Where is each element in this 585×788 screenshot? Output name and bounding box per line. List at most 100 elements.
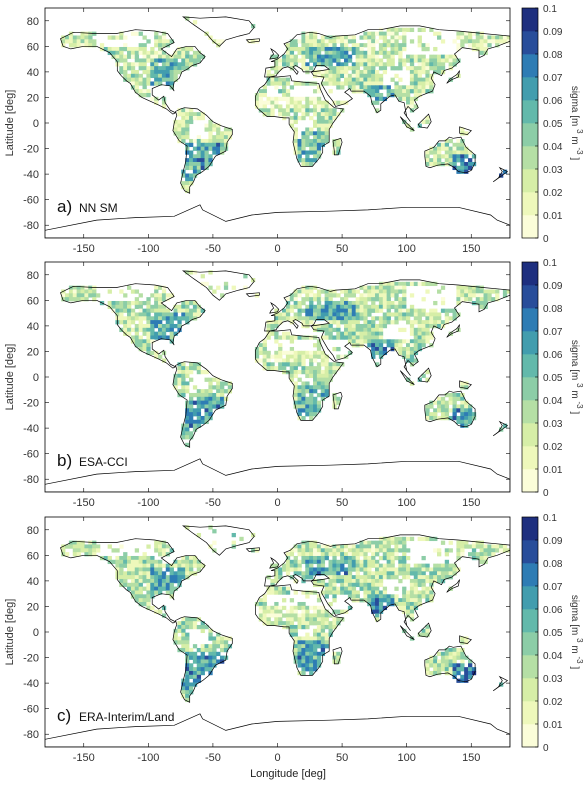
sigma-cell [111,35,116,40]
sigma-cell [367,46,372,52]
sigma-cell [266,81,271,86]
sigma-cell [293,112,298,117]
sigma-cell [316,289,322,294]
sigma-cell [278,81,283,86]
sigma-cell [452,142,457,148]
sigma-cell [158,316,163,321]
sigma-cell [316,613,322,618]
sigma-cell [208,544,213,549]
map-background [45,262,510,492]
sigma-cell [189,173,194,178]
sigma-cell [154,43,159,48]
sigma-cell [293,304,298,310]
sigma-cell [375,304,380,310]
sigma-cell [134,289,140,294]
sigma-cell [347,559,353,565]
sigma-cell [332,586,337,591]
sigma-cell [444,400,450,405]
sigma-cell [332,100,337,105]
colorbar-title-mid: m [569,643,580,657]
sigma-cell [417,312,422,317]
sigma-cell [173,636,178,641]
sigma-cell [409,320,415,325]
sigma-cell [72,43,78,48]
sigma-cell [429,582,434,588]
sigma-cell [301,112,306,117]
sigma-cell [146,81,151,86]
sigma-cell [313,404,318,409]
sigma-cell [266,73,271,79]
sigma-cell [421,343,426,348]
sigma-cell [158,58,163,63]
sigma-cell [417,320,422,325]
colorbar-tick-label: 0.1 [543,513,557,524]
sigma-cell [316,293,322,298]
sigma-cell [189,369,194,375]
sigma-cell [278,58,283,63]
sigma-cell [367,77,372,82]
sigma-cell [316,655,322,660]
colorbar-title-sup1: 3 [575,129,584,134]
sigma-cell [154,578,159,584]
coastline [459,126,472,135]
sigma-cell [173,62,178,67]
sigma-cell [138,308,143,313]
sigma-cell [375,609,380,614]
sigma-cell [483,552,488,557]
sigma-cell [406,536,411,542]
sigma-cell [425,158,430,163]
sigma-cell [324,385,329,390]
sigma-cell [398,92,403,98]
sigma-cell [464,154,469,159]
sigma-cell [417,35,422,40]
sigma-cell [398,601,403,607]
sigma-cell [347,605,353,611]
sigma-cell [293,131,298,136]
sigma-cell [305,544,310,549]
sigma-cell [386,31,391,36]
sigma-cell [394,536,399,542]
sigma-cell [158,73,163,79]
sigma-cell [359,335,364,340]
sigma-cell [320,552,326,557]
sigma-cell [165,335,171,340]
sigma-cell [371,297,376,302]
sigma-cell [204,404,209,409]
sigma-cell [344,335,349,340]
sigma-cell [285,358,291,363]
sigma-cell [320,327,326,333]
sigma-cell [421,27,426,33]
sigma-cell [305,43,310,48]
sigma-cell [367,575,372,580]
sigma-cell [371,285,376,290]
sigma-cell [185,690,190,695]
sigma-cell [158,300,163,306]
sigma-cell [324,115,329,121]
sigma-cell [301,647,306,653]
colorbar-tick-label: 0.03 [543,165,563,176]
sigma-cell [177,582,182,588]
sigma-cell [181,690,186,695]
sigma-cell [258,89,264,94]
sigma-cell [390,563,395,568]
sigma-cell [402,297,407,302]
sigma-cell [324,58,329,63]
sigma-cell [309,655,314,660]
sigma-cell [216,377,221,382]
sigma-cell [185,575,190,580]
sigma-cell [196,647,202,653]
sigma-cell [297,563,302,568]
sigma-cell [270,366,275,371]
sigma-cell [433,659,438,664]
sigma-cell [130,77,136,82]
sigma-cell [382,312,388,317]
sigma-cell [444,142,450,148]
colorbar-swatch [522,192,538,216]
sigma-cell [390,46,395,52]
sigma-cell [123,300,128,306]
sigma-cell [378,316,384,321]
sigma-cell [355,563,360,568]
sigma-cell [301,108,306,113]
sigma-cell [402,544,407,549]
sigma-cell [68,43,74,48]
